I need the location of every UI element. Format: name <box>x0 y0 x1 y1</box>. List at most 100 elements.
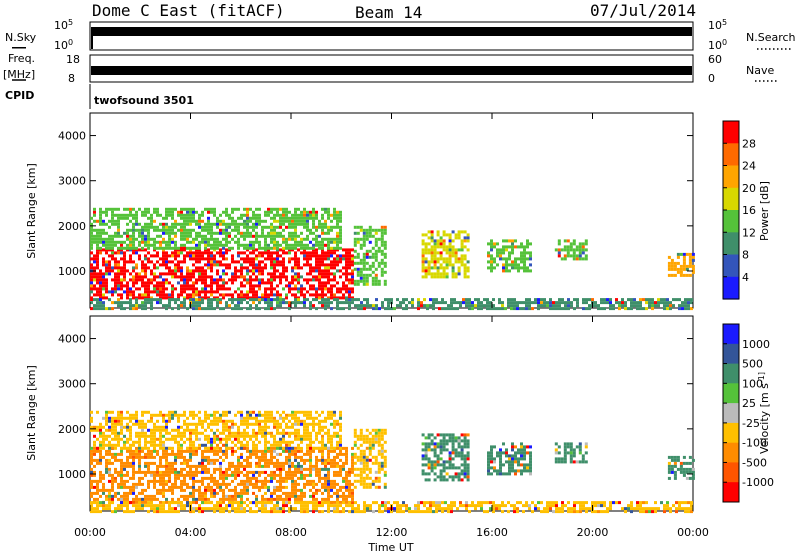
data-cell <box>561 301 564 305</box>
data-cell <box>507 304 510 308</box>
data-cell <box>132 458 135 462</box>
data-cell <box>336 494 339 498</box>
data-cell <box>636 301 639 305</box>
data-cell <box>141 266 144 270</box>
data-cell <box>588 298 591 302</box>
data-cell <box>270 410 273 414</box>
data-cell <box>526 242 529 246</box>
data-cell <box>192 287 195 291</box>
data-cell <box>258 281 261 285</box>
data-cell <box>219 437 222 441</box>
data-cell <box>315 278 318 282</box>
data-cell <box>180 231 183 235</box>
data-cell <box>90 228 93 232</box>
data-cell <box>261 455 264 459</box>
data-cell <box>198 485 201 489</box>
data-cell <box>673 264 677 268</box>
data-cell <box>353 440 357 444</box>
data-cell <box>297 482 300 486</box>
data-cell <box>192 216 195 220</box>
data-cell <box>222 497 225 501</box>
data-cell <box>90 240 93 244</box>
data-cell <box>144 243 147 247</box>
data-cell <box>246 422 249 426</box>
data-cell <box>183 234 186 238</box>
data-cell <box>372 307 375 311</box>
data-cell <box>222 491 225 495</box>
data-cell <box>362 276 366 280</box>
data-cell <box>123 482 126 486</box>
data-cell <box>102 219 105 223</box>
data-cell <box>207 446 210 450</box>
data-cell <box>219 243 222 247</box>
data-cell <box>93 473 96 477</box>
data-cell <box>573 307 576 311</box>
data-cell <box>303 485 306 489</box>
data-cell <box>477 301 480 305</box>
data-cell <box>228 473 231 477</box>
data-cell <box>114 431 117 435</box>
data-cell <box>442 242 446 246</box>
data-cell <box>213 237 216 241</box>
data-cell <box>156 437 159 441</box>
data-cell <box>448 436 452 440</box>
data-cell <box>177 443 180 447</box>
data-cell <box>138 440 141 444</box>
data-cell <box>96 243 99 247</box>
data-cell <box>252 434 255 438</box>
data-cell <box>499 257 502 261</box>
data-cell <box>144 287 147 291</box>
data-cell <box>273 287 276 291</box>
data-cell <box>249 290 252 294</box>
data-cell <box>526 239 529 243</box>
data-cell <box>309 269 312 273</box>
data-cell <box>204 290 207 294</box>
data-cell <box>517 460 520 464</box>
data-cell <box>300 290 303 294</box>
data-cell <box>324 254 327 258</box>
data-cell <box>162 434 165 438</box>
data-cell <box>374 276 378 280</box>
data-cell <box>174 485 177 489</box>
data-cell <box>345 269 348 273</box>
data-cell <box>126 425 129 429</box>
data-cell <box>445 260 449 264</box>
data-cell <box>156 240 159 244</box>
data-cell <box>490 457 493 461</box>
data-cell <box>353 231 357 235</box>
data-cell <box>324 287 327 291</box>
data-cell <box>356 467 360 471</box>
data-cell <box>201 275 204 279</box>
data-cell <box>153 210 156 214</box>
data-cell <box>183 458 186 462</box>
data-cell <box>171 298 174 302</box>
data-cell <box>264 413 267 417</box>
data-cell <box>108 416 111 420</box>
data-cell <box>441 301 444 305</box>
data-cell <box>237 275 240 279</box>
data-cell <box>276 234 279 238</box>
data-cell <box>186 494 189 498</box>
data-cell <box>514 457 517 461</box>
data-cell <box>144 307 147 311</box>
data-cell <box>225 225 228 229</box>
data-cell <box>368 449 372 453</box>
data-cell <box>234 266 237 270</box>
data-cell <box>252 290 255 294</box>
data-cell <box>213 434 216 438</box>
data-cell <box>324 479 327 483</box>
data-cell <box>333 473 336 477</box>
data-cell <box>135 482 138 486</box>
data-cell <box>477 307 480 311</box>
data-cell <box>144 272 147 276</box>
data-cell <box>297 296 300 300</box>
data-cell <box>487 466 490 470</box>
data-cell <box>537 304 540 308</box>
data-cell <box>207 263 210 267</box>
data-cell <box>231 307 234 311</box>
data-cell <box>294 449 297 453</box>
data-cell <box>365 446 369 450</box>
data-cell <box>433 463 437 467</box>
data-cell <box>279 470 282 474</box>
data-cell <box>150 455 153 459</box>
